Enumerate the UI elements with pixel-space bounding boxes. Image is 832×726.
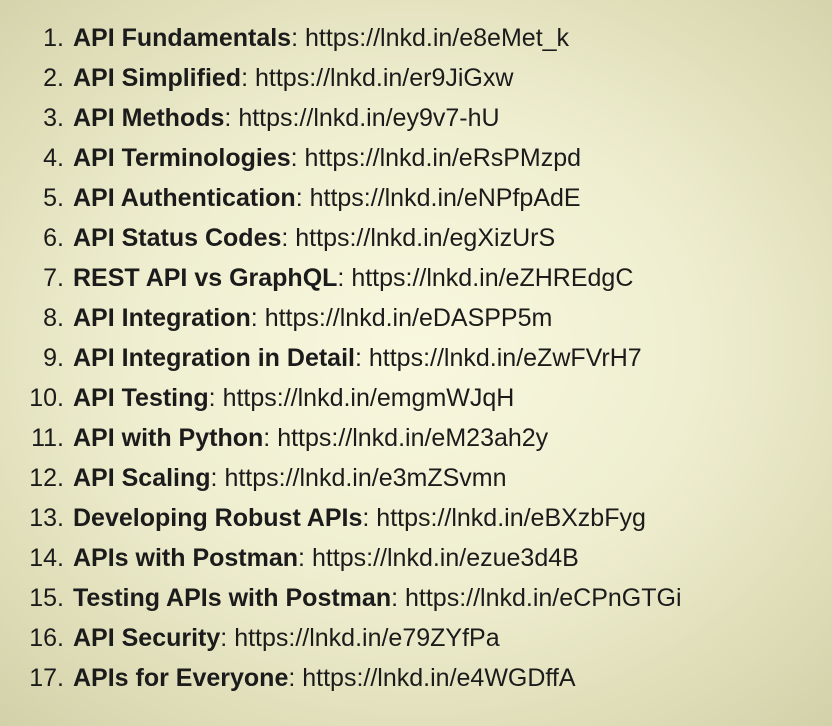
list-item: 8. API Integration: https://lnkd.in/eDASP… <box>0 298 832 338</box>
list-item: 9. API Integration in Detail: https://lnk… <box>0 338 832 378</box>
list-item-title: API Authentication <box>73 184 296 212</box>
list-item-link[interactable]: https://lnkd.in/e8eMet_k <box>305 24 570 52</box>
list-item-link[interactable]: https://lnkd.in/eRsPMzpd <box>304 144 582 172</box>
list-item: 14. APIs with Postman: https://lnkd.in/ez… <box>0 538 832 578</box>
list-item: 3. API Methods: https://lnkd.in/ey9v7-hU <box>0 98 832 138</box>
list-item: 4. API Terminologies: https://lnkd.in/eRs… <box>0 138 832 178</box>
list-item-title: API with Python <box>73 424 264 452</box>
list-item-title: APIs for Everyone <box>73 664 289 692</box>
list-item-number: 8. <box>43 304 64 332</box>
list-item-number: 13. <box>29 504 64 532</box>
list-item-number: 2. <box>43 64 64 92</box>
list-item-title: API Scaling <box>73 464 211 492</box>
list-item-separator: : <box>290 144 305 172</box>
list-item-title: Testing APIs with Postman <box>73 584 392 612</box>
list-item-separator: : <box>210 464 225 492</box>
list-item-link[interactable]: https://lnkd.in/er9JiGxw <box>255 64 514 92</box>
list-item-link[interactable]: https://lnkd.in/e79ZYfPa <box>234 624 500 652</box>
list-item-separator: : <box>250 304 265 332</box>
list-item-number: 10. <box>29 384 64 412</box>
list-item-separator: : <box>291 24 305 52</box>
list-item-separator: : <box>298 544 312 572</box>
list-item-separator: : <box>354 344 369 372</box>
list-item: 7. REST API vs GraphQL: https://lnkd.in/e… <box>0 258 832 298</box>
list-item-number: 16. <box>29 624 64 652</box>
list-item: 6. API Status Codes: https://lnkd.in/egXi… <box>0 218 832 258</box>
api-resource-list: 1. API Fundamentals: https://lnkd.in/e8eM… <box>0 18 832 698</box>
list-item: 1. API Fundamentals: https://lnkd.in/e8eM… <box>0 18 832 58</box>
list-item-link[interactable]: https://lnkd.in/emgmWJqH <box>222 384 515 412</box>
list-item-title: APIs with Postman <box>73 544 299 572</box>
list-item-link[interactable]: https://lnkd.in/ey9v7-hU <box>238 104 500 132</box>
list-item-separator: : <box>362 504 377 532</box>
list-item-link[interactable]: https://lnkd.in/eNPfpAdE <box>309 184 581 212</box>
list-item: 11. API with Python: https://lnkd.in/eM23… <box>0 418 832 458</box>
list-item-separator: : <box>337 264 352 292</box>
list-item-title: API Terminologies <box>73 144 291 172</box>
list-item-link[interactable]: https://lnkd.in/eBXzbFyg <box>376 504 646 532</box>
list-item-link[interactable]: https://lnkd.in/e3mZSvmn <box>224 464 507 492</box>
list-item-number: 9. <box>43 344 64 372</box>
list-item: 13. Developing Robust APIs: https://lnkd.… <box>0 498 832 538</box>
list-item-title: API Security <box>73 624 221 652</box>
list-item-number: 14. <box>29 544 64 572</box>
list-item-number: 4. <box>43 144 64 172</box>
list-item-separator: : <box>295 184 310 212</box>
list-item-link[interactable]: https://lnkd.in/eCPnGTGi <box>405 584 682 612</box>
list-item: 17. APIs for Everyone: https://lnkd.in/e4… <box>0 658 832 698</box>
list-item: 5. API Authentication: https://lnkd.in/eN… <box>0 178 832 218</box>
list-item-link[interactable]: https://lnkd.in/e4WGDffA <box>302 664 576 692</box>
list-item-separator: : <box>391 584 405 612</box>
list-item-separator: : <box>281 224 296 252</box>
list-item-title: API Status Codes <box>73 224 282 252</box>
list-item-link[interactable]: https://lnkd.in/eZwFVrH7 <box>368 344 642 372</box>
list-item-number: 5. <box>43 184 64 212</box>
list-item-separator: : <box>220 624 235 652</box>
list-item-link[interactable]: https://lnkd.in/eM23ah2y <box>277 424 549 452</box>
list-item-link[interactable]: https://lnkd.in/ezue3d4B <box>311 544 579 572</box>
list-item-title: API Fundamentals <box>73 24 292 52</box>
list-item-title: API Simplified <box>73 64 242 92</box>
list-item-link[interactable]: https://lnkd.in/egXizUrS <box>295 224 556 252</box>
list-item-number: 17. <box>29 664 64 692</box>
list-item: 10. API Testing: https://lnkd.in/emgmWJqH <box>0 378 832 418</box>
list-item-title: Developing Robust APIs <box>73 504 363 532</box>
list-item-separator: : <box>288 664 303 692</box>
list-item-separator: : <box>224 104 239 132</box>
list-item-title: API Methods <box>73 104 225 132</box>
list-item-title: API Integration in Detail <box>73 344 355 372</box>
list-item-title: API Integration <box>73 304 251 332</box>
list-item-separator: : <box>263 424 278 452</box>
list-item-number: 11. <box>31 424 64 452</box>
list-item-number: 7. <box>43 264 64 292</box>
list-item-link[interactable]: https://lnkd.in/eZHREdgC <box>351 264 634 292</box>
list-item-separator: : <box>208 384 223 412</box>
list-item-title: API Testing <box>73 384 209 412</box>
list-item: 16. API Security: https://lnkd.in/e79ZYfP… <box>0 618 832 658</box>
list-item-number: 15. <box>29 584 64 612</box>
list-item-number: 6. <box>43 224 64 252</box>
list-item: 12. API Scaling: https://lnkd.in/e3mZSvmn <box>0 458 832 498</box>
list-item-separator: : <box>241 64 255 92</box>
list-item: 2. API Simplified: https://lnkd.in/er9JiG… <box>0 58 832 98</box>
list-item-number: 12. <box>29 464 64 492</box>
list-item-number: 3. <box>43 104 64 132</box>
list-item-title: REST API vs GraphQL <box>73 264 338 292</box>
list-item: 15. Testing APIs with Postman: https://ln… <box>0 578 832 618</box>
list-item-number: 1. <box>43 24 64 52</box>
list-item-link[interactable]: https://lnkd.in/eDASPP5m <box>264 304 553 332</box>
